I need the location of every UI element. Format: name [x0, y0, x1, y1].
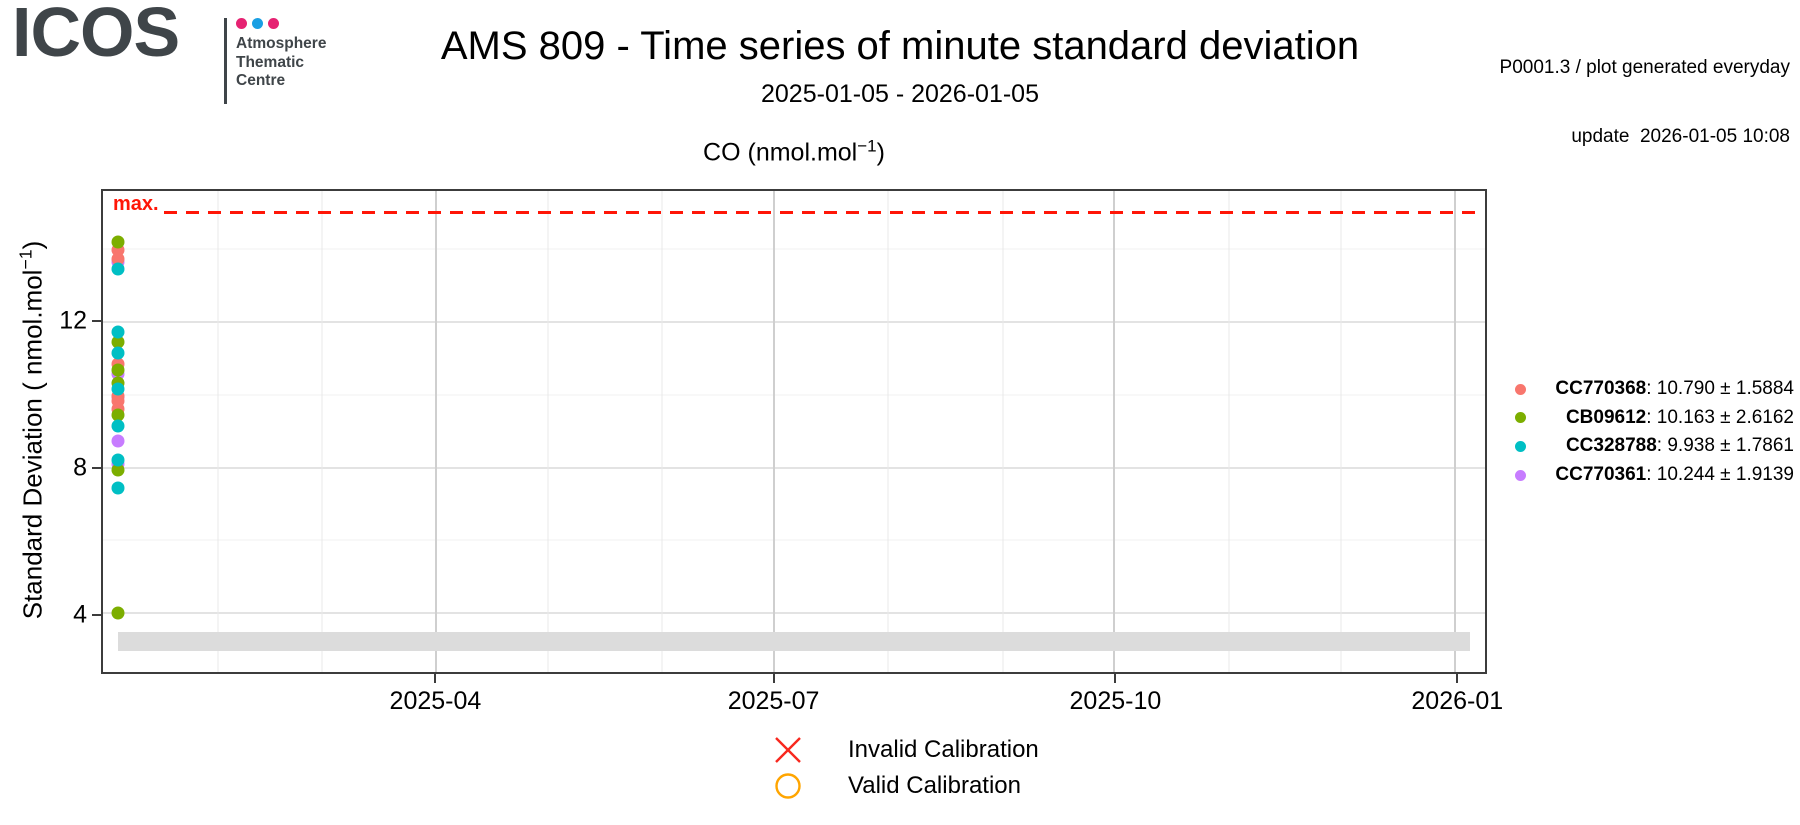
y-axis-tick-label: 8 [73, 453, 87, 482]
legend-series-id: CC770368 [1555, 378, 1647, 400]
valid-calibration-row: Valid Calibration [760, 768, 1039, 804]
data-point [111, 346, 125, 360]
data-point [111, 419, 125, 433]
x-axis-tick-label: 2025-07 [727, 687, 820, 715]
x-minor-gridline [661, 191, 663, 672]
legend-series-stats: : 10.244 ± 1.9139 [1646, 464, 1794, 486]
series-legend: CC770368: 10.790 ± 1.5884 CB09612: 10.163… [1506, 375, 1794, 489]
y-axis-title: Standard Deviation ( nmol.mol−1) [15, 240, 48, 620]
y-axis-tick [92, 466, 101, 469]
x-minor-gridline [217, 191, 219, 672]
y-major-gridline [103, 320, 1485, 323]
y-minor-gridline [103, 248, 1485, 250]
logo-divider [224, 18, 227, 104]
legend-series-stats: : 9.938 ± 1.7861 [1656, 435, 1794, 457]
x-minor-gridline [1228, 191, 1230, 672]
legend-row: CC328788: 9.938 ± 1.7861 [1506, 432, 1794, 461]
data-point [111, 325, 125, 339]
y-major-gridline [103, 612, 1485, 615]
invalid-calibration-row: Invalid Calibration [760, 732, 1039, 768]
data-point [111, 363, 125, 377]
data-point [111, 235, 125, 249]
page-subtitle: 2025-01-05 - 2026-01-05 [761, 80, 1039, 108]
legend-label: CB09612: 10.163 ± 2.6162 [1526, 407, 1794, 429]
x-axis-tick-label: 2026-01 [1411, 687, 1504, 715]
x-minor-gridline [321, 191, 323, 672]
x-minor-gridline [1002, 191, 1004, 672]
data-point [111, 434, 125, 448]
valid-calibration-circle-icon [760, 772, 816, 800]
logo-dot-icon [268, 18, 279, 29]
legend-row: CC770368: 10.790 ± 1.5884 [1506, 375, 1794, 404]
chart-title: CO (nmol.mol−1) [703, 136, 885, 167]
legend-label: CC770368: 10.790 ± 1.5884 [1526, 378, 1794, 400]
logo-dot-icon [252, 18, 263, 29]
legend-series-id: CB09612 [1565, 406, 1647, 428]
data-point [111, 453, 125, 467]
logo-dots [236, 18, 279, 29]
x-axis-tick [1114, 674, 1117, 683]
logo-org-name: Atmosphere Thematic Centre [236, 35, 326, 91]
data-point [111, 335, 125, 349]
y-axis-tick-label: 12 [59, 306, 87, 335]
data-point [111, 262, 125, 276]
legend-swatch-icon [1515, 412, 1526, 424]
data-point [111, 382, 125, 395]
x-axis-tick-label: 2025-04 [389, 687, 482, 715]
x-major-gridline [1454, 191, 1457, 672]
page-title: AMS 809 - Time series of minute standard… [440, 24, 1360, 68]
legend-swatch-icon [1515, 440, 1526, 452]
legend-row: CB09612: 10.163 ± 2.6162 [1506, 404, 1794, 433]
max-threshold-line [164, 211, 1483, 215]
plot-info-line2: update 2026-01-05 10:08 [1571, 126, 1790, 147]
max-label: max. [113, 193, 159, 216]
legend-series-stats: : 10.790 ± 1.5884 [1646, 378, 1794, 400]
legend-row: CC770361: 10.244 ± 1.9139 [1506, 461, 1794, 490]
x-major-gridline [435, 191, 438, 672]
legend-label: CC328788: 9.938 ± 1.7861 [1526, 435, 1794, 457]
y-major-gridline [103, 466, 1485, 469]
plot-info: P0001.3 / plot generated everyday update… [1500, 10, 1790, 194]
legend-series-id: CC770361 [1555, 464, 1647, 486]
y-axis-tick [92, 613, 101, 616]
y-axis-tick-label: 4 [73, 600, 87, 629]
x-axis-tick [1456, 674, 1459, 683]
data-point [111, 252, 125, 266]
legend-swatch-icon [1515, 383, 1526, 395]
x-major-gridline [772, 191, 775, 672]
plot-area: max. [103, 191, 1485, 672]
x-minor-gridline [547, 191, 549, 672]
x-major-gridline [1113, 191, 1116, 672]
invalid-calibration-x-icon [760, 735, 816, 765]
y-axis-tick [92, 319, 101, 322]
legend-series-stats: : 10.163 ± 2.6162 [1646, 406, 1794, 428]
logo-org-line: Centre [236, 72, 286, 89]
data-point [111, 606, 125, 620]
legend-label: CC770361: 10.244 ± 1.9139 [1526, 464, 1794, 486]
x-axis-tick [434, 674, 437, 683]
invalid-calibration-label: Invalid Calibration [848, 736, 1039, 763]
logo-org-line: Thematic [236, 53, 305, 71]
data-point [111, 408, 125, 422]
data-point [111, 463, 125, 477]
y-minor-gridline [103, 539, 1485, 541]
y-minor-gridline [103, 394, 1485, 396]
logo-dot-icon [236, 18, 247, 29]
x-minor-gridline [887, 191, 889, 672]
x-axis-tick [772, 674, 775, 683]
flag-band [117, 632, 1471, 652]
x-minor-gridline [1340, 191, 1341, 672]
plot-panel: max. [101, 189, 1487, 674]
calibration-legend: Invalid Calibration Valid Calibration [760, 732, 1039, 804]
legend-swatch-icon [1515, 469, 1526, 481]
icos-logo-text: ICOS [12, 0, 180, 71]
logo-org-line: Atmosphere [236, 35, 327, 52]
data-point [111, 481, 125, 495]
legend-series-id: CC328788 [1565, 435, 1657, 457]
icos-logo: ICOS Atmosphere Thematic Centre [12, 0, 326, 106]
valid-calibration-label: Valid Calibration [848, 772, 1021, 799]
plot-info-line1: P0001.3 / plot generated everyday [1499, 57, 1790, 78]
x-axis-tick-label: 2025-10 [1069, 687, 1162, 715]
